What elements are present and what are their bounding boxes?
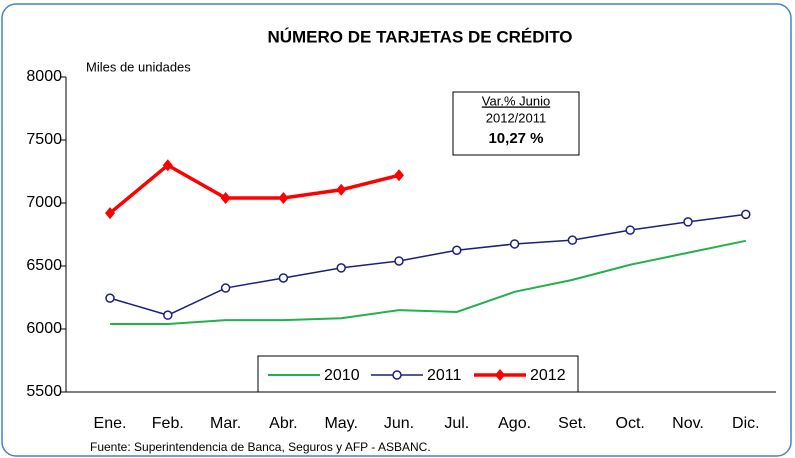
marker [336, 263, 346, 273]
annotation-box [452, 91, 580, 156]
x-tick-label: Feb. [152, 415, 184, 432]
annotation: Var.% Junio [482, 93, 550, 108]
annotation: 10,27 % [488, 130, 543, 147]
x-tick-label: Set. [558, 415, 586, 432]
marker [509, 239, 520, 249]
marker [394, 256, 404, 266]
x-tick-label: Nov. [672, 415, 704, 432]
marker [163, 310, 173, 320]
marker [162, 159, 173, 172]
marker [683, 217, 693, 227]
legend-label: 2012 [530, 367, 566, 384]
legend-label: 2011 [427, 367, 462, 384]
x-tick-label: Abr. [269, 415, 297, 432]
marker [105, 293, 115, 303]
marker [105, 207, 115, 220]
marker [741, 209, 751, 220]
marker [625, 225, 635, 235]
marker [278, 191, 289, 204]
y-tick-label: 7500 [26, 131, 62, 148]
annotation: 2012/2011 [486, 110, 547, 125]
y-tick-label: 8000 [26, 68, 62, 85]
marker [278, 273, 289, 283]
x-tick-label: Jun. [384, 415, 414, 432]
marker [220, 191, 231, 204]
marker [220, 283, 231, 293]
x-tick-label: Jul. [444, 415, 469, 432]
marker [452, 245, 462, 255]
legend-label: 2010 [324, 367, 360, 384]
y-tick-label: 6500 [26, 257, 62, 274]
x-tick-label: Ago. [498, 415, 531, 432]
x-tick-label: Mar. [210, 415, 241, 432]
marker [567, 235, 578, 245]
y-tick-label: 7000 [26, 194, 62, 211]
x-tick-label: Oct. [616, 415, 645, 432]
x-tick-label: Ene. [94, 415, 127, 432]
y-axis-label: Miles de unidades [86, 59, 191, 74]
y-tick-label: 6000 [26, 320, 62, 337]
marker [336, 183, 347, 196]
marker [394, 169, 404, 182]
chart-title: NÚMERO DE TARJETAS DE CRÉDITO [267, 27, 572, 46]
x-tick-label: Dic. [732, 415, 760, 432]
y-tick-label: 5500 [26, 383, 62, 400]
series-line [108, 163, 400, 215]
frame [1, 3, 792, 457]
series-line [110, 239, 747, 325]
source-note: Fuente: Superintendencia de Banca, Segur… [90, 440, 431, 454]
legend-marker [495, 369, 505, 381]
x-tick-label: May. [324, 415, 357, 432]
series-line [109, 213, 746, 316]
legend-marker [392, 370, 402, 380]
